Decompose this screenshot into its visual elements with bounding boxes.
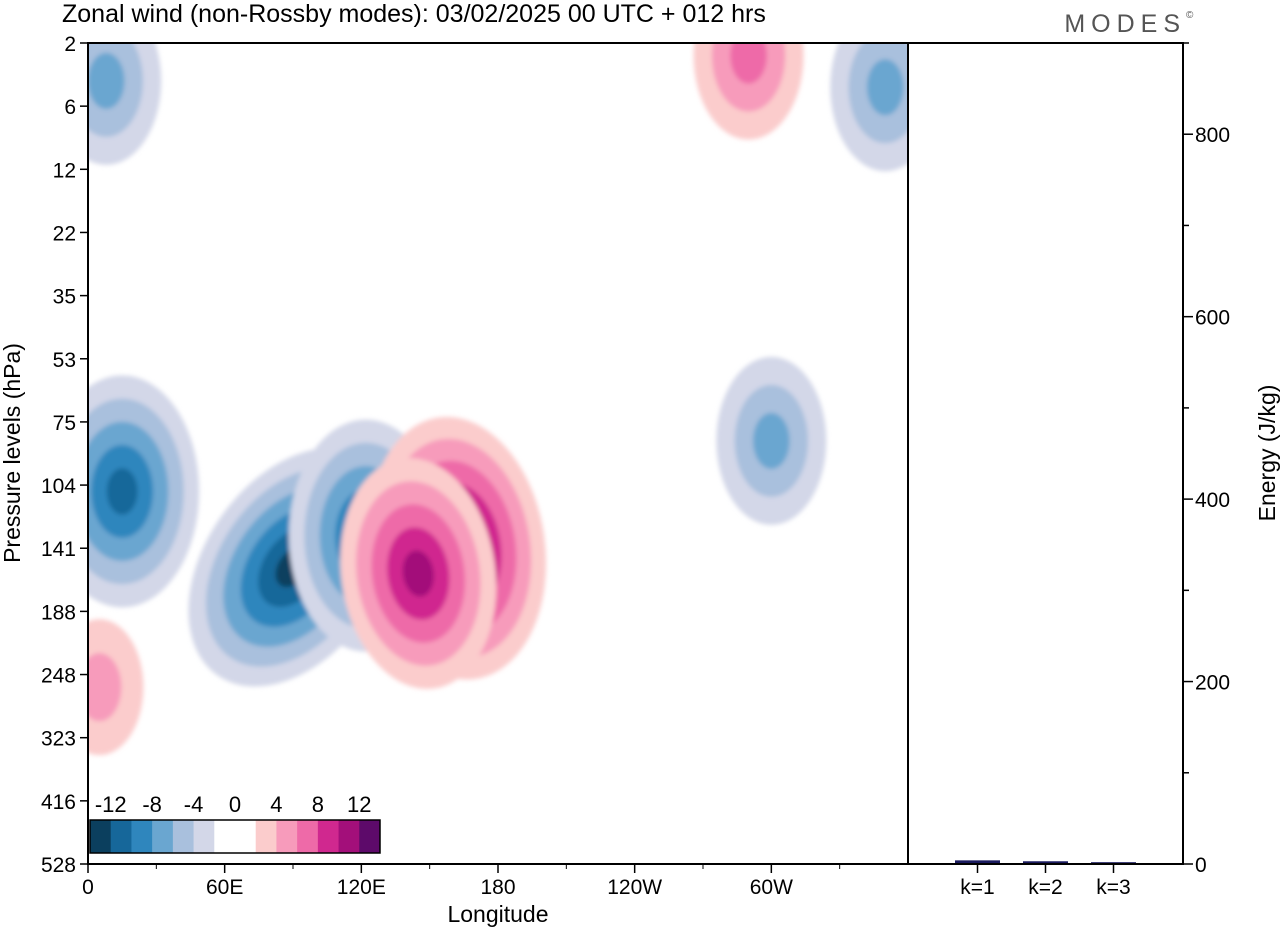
colorbar-swatch-9 [276,820,298,853]
y-tick-label-12: 416 [41,791,76,814]
x-tick-label-4: 120W [607,876,662,899]
colorbar-swatch-1 [110,820,132,853]
y-tick-label-7: 104 [41,475,76,498]
x-tick-label-3: 180 [480,876,515,899]
energy-category-label-2: k=3 [1096,876,1130,899]
energy-category-label-0: k=1 [960,876,994,899]
energy-axis: 0 200 400 600 800 [1183,42,1230,877]
colorbar: -12 -8 -4 0 4 8 12 [89,792,381,854]
feature-3-contour-2 [753,412,790,469]
colorbar-label-4: 4 [270,792,282,817]
colorbar-frame [89,819,381,854]
y-tick-label-6: 75 [53,412,76,435]
y-tick-label-4: 35 [53,286,76,309]
y-tick-label-5: 53 [53,349,76,372]
y-tick-label-9: 188 [41,601,76,624]
colorbar-label-2: -4 [184,792,204,817]
colorbar-swatch-3 [152,820,174,853]
y-tick-label-1: 6 [64,96,76,119]
pressure-axis: 2 6 12 22 35 53 75 104 141 188 248 323 416 528 [41,33,88,877]
y-tick-label-13: 528 [41,854,76,877]
zonal-wind-field [88,43,908,864]
colorbar-swatch-0 [90,820,112,853]
x-tick-label-2: 120E [337,876,386,899]
colorbar-swatch-6 [214,820,236,853]
longitude-axis: 0 60E 120E 180 120W 60W [82,864,841,899]
feature-4-contour-2 [88,52,125,109]
colorbar-swatch-4 [172,820,195,853]
energy-bars: k=1 k=2 k=3 [955,860,1136,899]
energy-tick-label-1: 200 [1195,672,1230,695]
chart-title: Zonal wind (non-Rossby modes): 03/02/202… [62,0,766,28]
colorbar-swatch-8 [255,820,277,853]
energy-tick-label-2: 400 [1195,489,1230,512]
feature-9-contour-1 [88,653,122,722]
energy-tick-label-0: 0 [1195,854,1207,877]
colorbar-label-3: 0 [229,792,241,817]
y-tick-label-3: 22 [53,222,76,245]
energy-category-label-1: k=2 [1028,876,1062,899]
energy-bar-0 [955,860,1000,864]
y-axis-label: Pressure levels (hPa) [0,343,25,563]
y-tick-label-11: 323 [41,728,76,751]
modes-logo-mark: © [1186,10,1194,21]
feature-7-contour-4 [402,550,434,597]
energy-axis-label: Energy (J/kg) [1254,385,1280,522]
y-tick-label-8: 141 [41,538,76,561]
field-blobs [88,43,908,756]
colorbar-label-5: 8 [312,792,324,817]
y-tick-label-10: 248 [41,665,76,688]
colorbar-label-6: 12 [347,792,371,817]
feature-8-contour-2 [730,43,767,84]
colorbar-swatch-12 [338,820,360,853]
energy-bar-1 [1023,861,1068,864]
y-tick-label-0: 2 [64,33,76,56]
energy-plot-frame [907,42,1184,865]
x-tick-label-0: 0 [82,876,94,899]
colorbar-label-0: -12 [95,792,127,817]
x-tick-label-5: 60W [750,876,793,899]
y-tick-label-2: 12 [53,159,76,182]
energy-tick-label-4: 800 [1195,124,1230,147]
energy-tick-label-3: 600 [1195,307,1230,330]
colorbar-swatch-2 [131,820,153,853]
colorbar-swatch-11 [317,820,340,853]
colorbar-swatch-13 [359,820,381,853]
x-axis-label: Longitude [447,901,548,927]
colorbar-swatch-5 [193,820,215,853]
colorbar-label-1: -8 [142,792,162,817]
feature-5-contour-2 [866,59,904,116]
x-tick-label-1: 60E [206,876,243,899]
modes-logo: MODES [1064,10,1186,38]
colorbar-swatch-10 [297,820,319,853]
feature-2-contour-4 [106,468,138,515]
colorbar-swatch-7 [235,820,257,853]
